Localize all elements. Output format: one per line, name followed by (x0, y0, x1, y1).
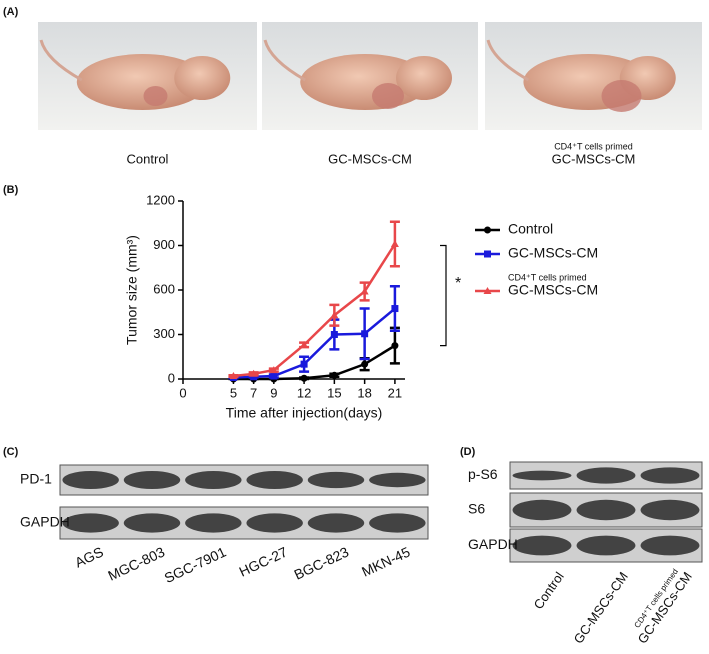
band (307, 471, 365, 489)
row-label: S6 (468, 501, 485, 517)
tumor (372, 83, 404, 109)
marker (330, 331, 338, 338)
mouse-tail (263, 39, 306, 82)
band (307, 513, 365, 533)
band (62, 513, 119, 533)
panel-label: (D) (460, 446, 476, 458)
row-label: GAPDH (468, 536, 518, 552)
lane-label: Control (531, 569, 567, 612)
legend-note: CD4⁺T cells primed (508, 272, 587, 282)
marker (300, 360, 308, 368)
y-axis-title: Tumor size (mm³) (124, 235, 140, 345)
x-tick-label: 18 (357, 385, 371, 400)
y-tick-label: 1200 (146, 192, 175, 207)
panel-label: (A) (3, 6, 19, 18)
marker (229, 372, 238, 380)
marker (300, 374, 308, 382)
band (640, 535, 700, 556)
band (512, 470, 572, 481)
mouse-body (76, 54, 209, 110)
series-line (233, 307, 396, 379)
tumor (143, 86, 168, 106)
blot (59, 506, 429, 540)
marker (361, 360, 369, 368)
y-tick-label: 0 (168, 370, 175, 385)
lane-label: BGC-823 (291, 543, 351, 582)
series-line (233, 243, 396, 378)
marker (269, 366, 278, 374)
band (185, 471, 242, 489)
marker (391, 305, 399, 313)
x-tick-label: 15 (327, 385, 341, 400)
y-tick-label: 300 (153, 326, 175, 341)
panel-label: (B) (3, 184, 19, 196)
legend-label: GC-MSCs-CM (508, 282, 598, 298)
lane-label: AGS (72, 544, 106, 571)
panel-label: (C) (3, 446, 19, 458)
blot (59, 464, 429, 496)
x-tick-label: 5 (230, 385, 237, 400)
photo-label: Control (127, 151, 169, 166)
x-tick-label: 9 (270, 385, 277, 400)
lane-label: GC-MSCs-CM (571, 569, 631, 646)
x-tick-label: 21 (388, 385, 402, 400)
marker (390, 240, 399, 248)
lane-label: MGC-803 (105, 543, 167, 583)
y-tick-label: 600 (153, 281, 175, 296)
photo-label: GC-MSCs-CM (328, 151, 412, 166)
mouse-tail (486, 39, 530, 82)
band (576, 535, 636, 556)
bracket (440, 244, 447, 347)
mouse-head (174, 56, 231, 100)
mouse-tail (39, 39, 83, 82)
lane-label: HGC-27 (236, 543, 289, 579)
marker (483, 287, 492, 294)
row-label: p-S6 (468, 466, 498, 482)
legend-label: GC-MSCs-CM (508, 245, 598, 261)
lane-label: SGC-7901 (162, 543, 229, 586)
marker (391, 342, 399, 350)
mouse-head (396, 56, 452, 100)
annotation: * (455, 275, 461, 292)
x-tick-label: 7 (250, 385, 257, 400)
row-label: PD-1 (20, 471, 52, 487)
marker (300, 340, 309, 348)
band (185, 513, 242, 533)
marker (270, 372, 278, 380)
band (576, 467, 636, 484)
marker (360, 287, 369, 295)
band (369, 472, 426, 488)
marker (330, 371, 338, 379)
band (246, 513, 303, 533)
photo-note: CD4⁺T cells primed (554, 141, 633, 151)
band (640, 467, 700, 484)
tumor (601, 80, 642, 112)
x-tick-label: 12 (297, 385, 311, 400)
band (246, 471, 303, 489)
band (576, 499, 636, 521)
x-axis-title: Time after injection(days) (226, 405, 383, 421)
y-tick-label: 900 (153, 237, 175, 252)
band (640, 499, 700, 521)
photo-label: GC-MSCs-CM (552, 151, 636, 166)
marker (484, 226, 491, 234)
row-label: GAPDH (20, 514, 70, 530)
legend-label: Control (508, 221, 553, 237)
marker (249, 369, 258, 377)
marker (330, 311, 339, 319)
marker (361, 330, 369, 338)
band (123, 513, 181, 533)
x-tick-label: 0 (179, 385, 186, 400)
marker (484, 250, 491, 258)
band (512, 499, 572, 521)
band (369, 513, 426, 533)
band (123, 471, 181, 489)
lane-label: MKN-45 (359, 543, 412, 579)
band (62, 471, 119, 489)
band (512, 535, 572, 556)
